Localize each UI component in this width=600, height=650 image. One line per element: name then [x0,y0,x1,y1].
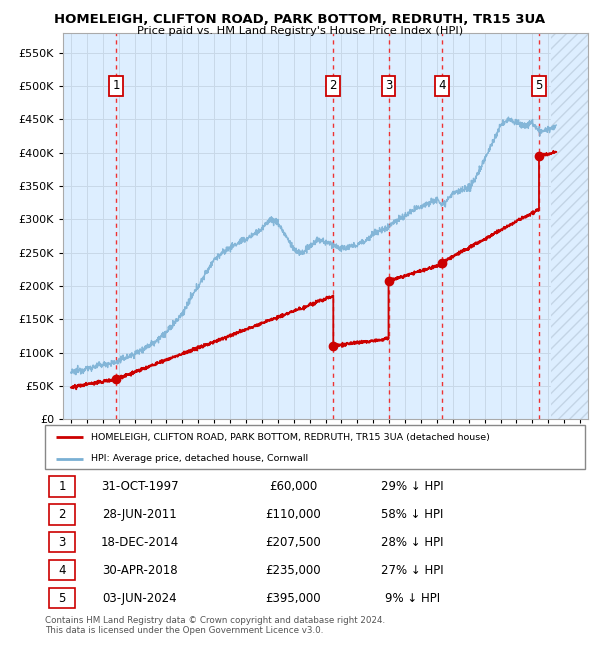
Text: £235,000: £235,000 [266,564,321,577]
Text: Contains HM Land Registry data © Crown copyright and database right 2024.
This d: Contains HM Land Registry data © Crown c… [45,616,385,635]
Text: HPI: Average price, detached house, Cornwall: HPI: Average price, detached house, Corn… [91,454,308,463]
Text: Price paid vs. HM Land Registry's House Price Index (HPI): Price paid vs. HM Land Registry's House … [137,26,463,36]
FancyBboxPatch shape [49,560,75,580]
Text: 5: 5 [59,592,66,604]
Text: 27% ↓ HPI: 27% ↓ HPI [381,564,443,577]
Text: 29% ↓ HPI: 29% ↓ HPI [381,480,443,493]
Text: HOMELEIGH, CLIFTON ROAD, PARK BOTTOM, REDRUTH, TR15 3UA (detached house): HOMELEIGH, CLIFTON ROAD, PARK BOTTOM, RE… [91,433,490,442]
Text: 1: 1 [59,480,66,493]
Text: 18-DEC-2014: 18-DEC-2014 [100,536,179,549]
Text: 58% ↓ HPI: 58% ↓ HPI [381,508,443,521]
Text: 2: 2 [59,508,66,521]
FancyBboxPatch shape [49,476,75,497]
Text: 03-JUN-2024: 03-JUN-2024 [102,592,177,604]
Bar [551,32,588,419]
Text: 5: 5 [535,79,542,92]
Text: 31-OCT-1997: 31-OCT-1997 [101,480,178,493]
FancyBboxPatch shape [49,532,75,552]
Text: 2: 2 [329,79,337,92]
Text: 9% ↓ HPI: 9% ↓ HPI [385,592,440,604]
Text: £110,000: £110,000 [266,508,321,521]
Text: 1: 1 [112,79,120,92]
Bar [551,32,588,419]
FancyBboxPatch shape [49,504,75,525]
Text: 28% ↓ HPI: 28% ↓ HPI [381,536,443,549]
Text: £207,500: £207,500 [266,536,321,549]
Text: £60,000: £60,000 [269,480,317,493]
Text: 28-JUN-2011: 28-JUN-2011 [102,508,177,521]
Text: £395,000: £395,000 [266,592,321,604]
Text: 3: 3 [59,536,66,549]
Text: 3: 3 [385,79,392,92]
Text: 4: 4 [439,79,446,92]
FancyBboxPatch shape [49,588,75,608]
Text: 30-APR-2018: 30-APR-2018 [101,564,178,577]
Text: 4: 4 [59,564,66,577]
FancyBboxPatch shape [45,425,585,469]
Text: HOMELEIGH, CLIFTON ROAD, PARK BOTTOM, REDRUTH, TR15 3UA: HOMELEIGH, CLIFTON ROAD, PARK BOTTOM, RE… [55,13,545,26]
